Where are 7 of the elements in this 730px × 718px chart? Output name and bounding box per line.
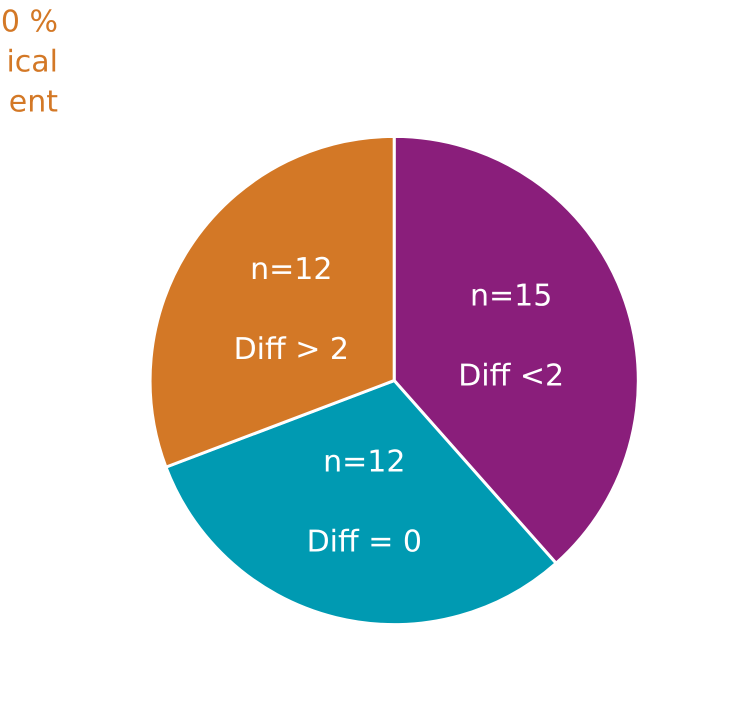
text: 0 % ical ent bbox=[0, 4, 58, 120]
slice-label: Diff = 0 bbox=[306, 524, 422, 560]
slice-label: Diff > 2 bbox=[234, 332, 349, 367]
data-label: n=12 bbox=[323, 444, 406, 480]
data-label: n=12 bbox=[250, 252, 332, 287]
slice-label: Diff <2 bbox=[458, 358, 564, 394]
data-label: n=15 bbox=[470, 278, 552, 314]
